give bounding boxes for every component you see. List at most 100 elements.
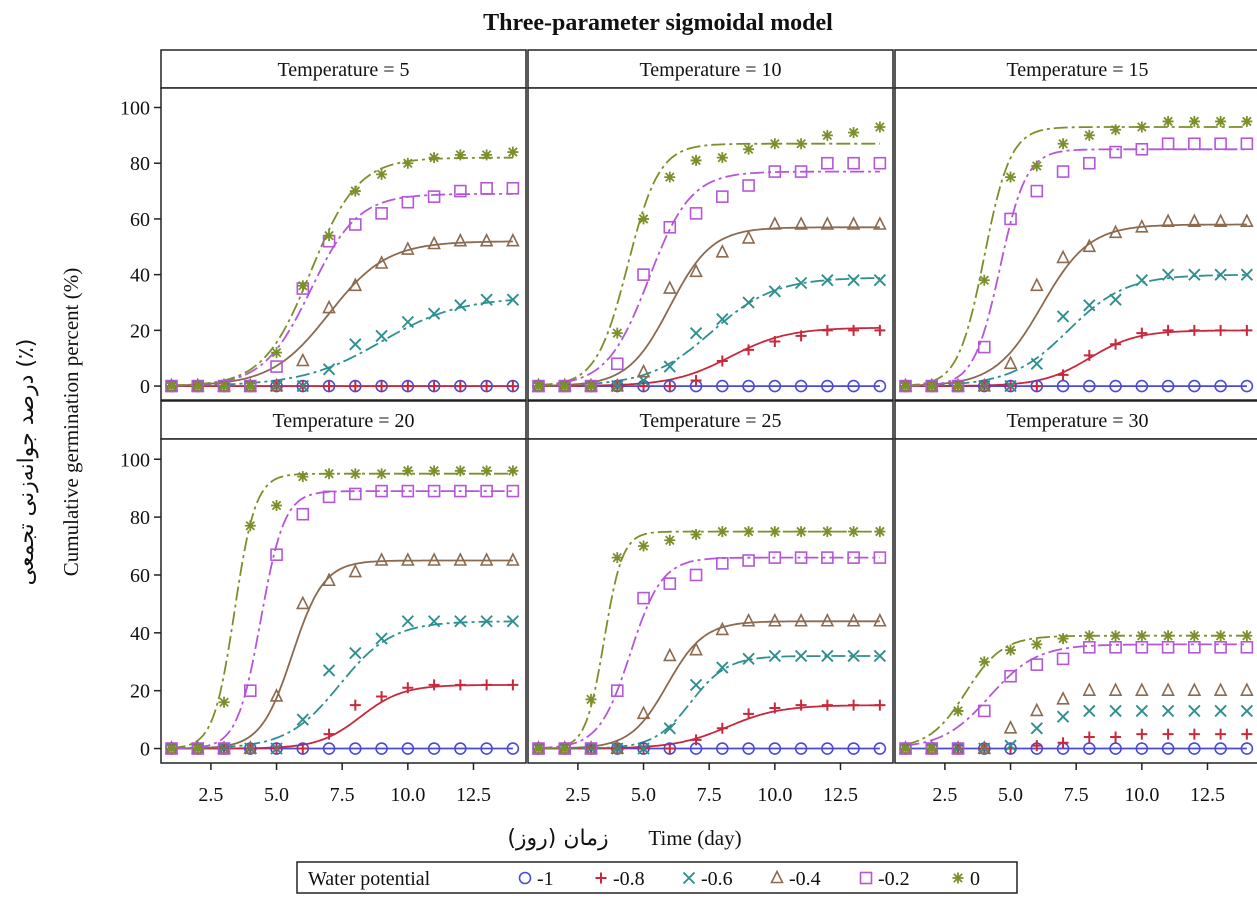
data-point (820, 216, 835, 230)
data-point (376, 468, 388, 480)
data-point (847, 274, 860, 287)
data-point (192, 380, 204, 392)
data-point (794, 379, 808, 393)
data-point (506, 615, 520, 628)
data-point (663, 220, 677, 234)
data-point (715, 621, 730, 636)
data-point (481, 149, 493, 161)
data-point (795, 526, 807, 538)
data-point (375, 484, 388, 498)
data-point (481, 679, 493, 691)
data-point (742, 554, 755, 567)
data-point (1083, 742, 1096, 755)
data-point (873, 742, 887, 755)
fit-curve-0 (538, 530, 880, 750)
data-point (848, 324, 860, 336)
data-point (269, 377, 284, 392)
data-point (690, 375, 702, 386)
fit-curve--0.2 (905, 148, 1247, 387)
data-point (900, 743, 912, 755)
x-tick-label: 7.5 (697, 784, 722, 806)
data-point (768, 612, 782, 627)
data-point (481, 465, 493, 477)
data-point (742, 652, 755, 666)
data-point (716, 661, 729, 674)
data-point (1215, 115, 1227, 127)
data-point (401, 195, 415, 209)
legend-marker (682, 871, 696, 885)
data-point (1004, 212, 1017, 226)
data-point (374, 255, 389, 269)
legend-marker (595, 872, 607, 884)
data-point (769, 702, 781, 714)
data-point (1188, 379, 1201, 393)
data-point (794, 276, 808, 290)
data-point (743, 344, 755, 356)
data-point (479, 552, 494, 566)
y-tick-label: 40 (130, 265, 150, 287)
legend-label: 0 (970, 868, 980, 890)
data-point (1214, 704, 1227, 718)
data-point (192, 743, 204, 755)
data-point (741, 612, 756, 627)
legend-label: -0.2 (878, 868, 910, 890)
data-point (848, 699, 860, 711)
data-point (1056, 710, 1070, 723)
data-point (427, 235, 441, 250)
x-tick-label: 10.0 (390, 784, 425, 806)
data-point (769, 138, 781, 150)
data-point (1188, 137, 1201, 151)
data-point (689, 641, 703, 656)
data-point (874, 121, 886, 133)
data-point (794, 551, 808, 564)
data-point (847, 551, 860, 564)
data-point (454, 149, 466, 161)
data-point (348, 563, 363, 578)
data-point (1161, 742, 1175, 755)
data-point (585, 693, 597, 705)
data-point (166, 380, 178, 392)
x-tick-label: 10.0 (757, 784, 792, 806)
data-point (1162, 630, 1174, 642)
data-point (297, 471, 309, 483)
data-point (243, 740, 258, 754)
legend-marker (952, 872, 964, 884)
data-point (454, 299, 467, 312)
data-point (1161, 379, 1175, 393)
data-point (768, 285, 782, 298)
data-point (846, 216, 861, 230)
data-point (427, 484, 441, 498)
data-point (795, 330, 807, 342)
data-point (1136, 630, 1148, 642)
data-point (376, 168, 388, 180)
data-point (480, 615, 493, 628)
data-point (322, 664, 336, 677)
y-tick-label: 60 (130, 565, 150, 587)
data-point (1215, 728, 1227, 740)
data-point (507, 679, 519, 691)
data-point (427, 307, 441, 320)
data-point (402, 380, 414, 392)
data-point (874, 324, 886, 336)
x-tick-label: 10.0 (1124, 784, 1159, 806)
data-point (716, 152, 728, 164)
data-point (1162, 115, 1174, 127)
data-point (794, 649, 808, 663)
data-point (1214, 268, 1227, 281)
data-point (217, 740, 231, 754)
y-tick-label: 0 (140, 739, 150, 761)
data-point (873, 156, 887, 170)
data-point (664, 171, 676, 183)
data-point (1135, 640, 1149, 654)
x-tick-label: 2.5 (932, 784, 957, 806)
data-point (1240, 640, 1254, 654)
data-point (584, 740, 598, 754)
data-point (243, 684, 257, 697)
data-point (847, 156, 860, 170)
data-point (663, 360, 676, 373)
data-point (716, 355, 728, 367)
x-tick-label: 2.5 (565, 784, 590, 806)
data-point (1135, 704, 1149, 718)
data-point (1187, 213, 1202, 228)
data-point (977, 377, 992, 392)
